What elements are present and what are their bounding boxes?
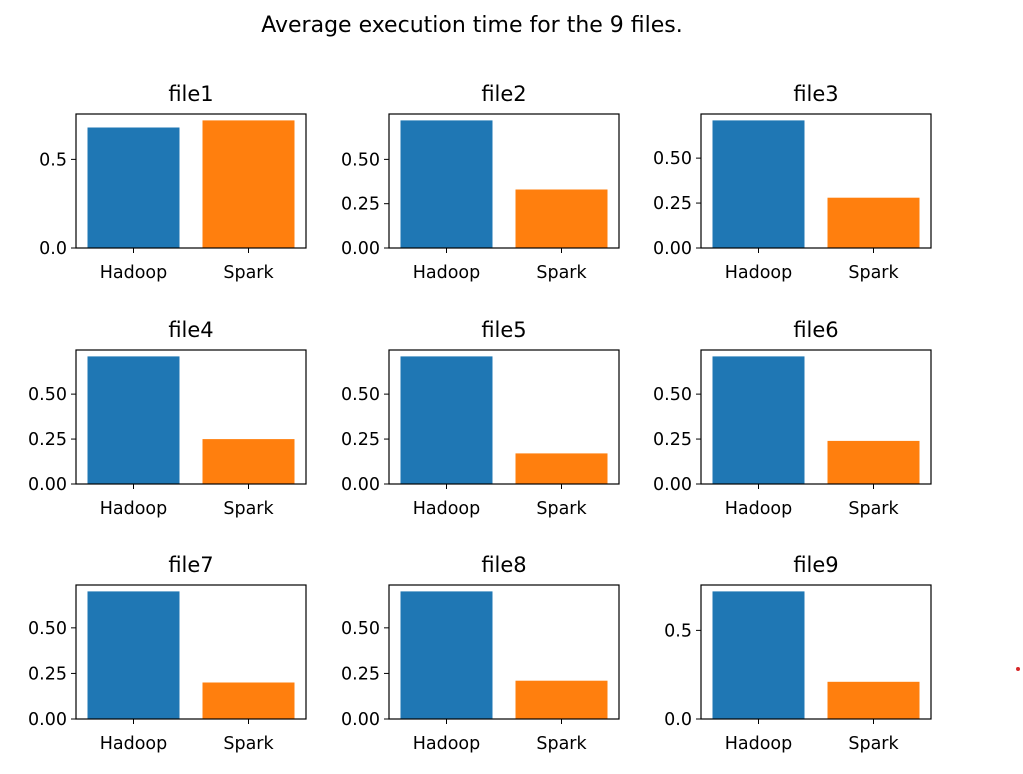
x-tick-label: Spark xyxy=(223,499,274,519)
y-tick-label: 0.5 xyxy=(664,621,692,641)
bar-spark xyxy=(515,453,608,484)
subplot-title: file1 xyxy=(168,82,213,106)
subplot-title: file7 xyxy=(168,553,213,577)
subplot-title: file4 xyxy=(168,318,213,342)
x-tick-label: Spark xyxy=(848,734,899,754)
bar-spark xyxy=(202,682,295,719)
axes-frame xyxy=(388,349,620,485)
subplot-file9: file9 0.0 0.5 Hadoop Spark xyxy=(664,553,932,754)
bar-hadoop xyxy=(87,127,180,248)
y-tick-label: 0.50 xyxy=(28,619,67,639)
bar-hadoop xyxy=(712,591,805,719)
y-tick-label: 0.50 xyxy=(28,385,67,405)
x-tick-label: Hadoop xyxy=(413,734,481,754)
y-tick-label: 0.00 xyxy=(653,239,692,259)
y-tick-label: 0.0 xyxy=(664,710,692,730)
x-tick-label: Hadoop xyxy=(725,263,793,283)
subplot-file5: file5 0.00 0.25 0.50 Hadoop Spark xyxy=(341,318,620,519)
axes-frame xyxy=(700,584,932,720)
x-tick-label: Hadoop xyxy=(100,263,168,283)
bar-hadoop xyxy=(400,120,493,248)
subplot-title: file5 xyxy=(481,318,526,342)
subplot-file4: file4 0.00 0.25 0.50 Hadoop Spark xyxy=(28,318,307,519)
x-tick-label: Spark xyxy=(223,734,274,754)
subplot-grid: file1 0.0 0.5 Hadoop Spark file2 0.00 0.25 0.50 H… xyxy=(28,82,932,754)
y-tick-label: 0.00 xyxy=(341,475,380,495)
stray-dot xyxy=(1016,667,1020,671)
x-tick-label: Spark xyxy=(536,734,587,754)
y-tick-label: 0.50 xyxy=(341,150,380,170)
subplot-title: file8 xyxy=(481,553,526,577)
y-tick-label: 0.50 xyxy=(341,619,380,639)
axes-frame xyxy=(700,113,932,249)
axes-frame xyxy=(388,584,620,720)
y-tick-label: 0.25 xyxy=(653,194,692,214)
y-tick-label: 0.25 xyxy=(341,195,380,215)
bar-spark xyxy=(827,681,920,719)
bar-hadoop xyxy=(87,591,180,719)
subplot-file7: file7 0.00 0.25 0.50 Hadoop Spark xyxy=(28,553,307,754)
bar-hadoop xyxy=(87,356,180,484)
subplot-title: file6 xyxy=(793,318,838,342)
y-tick-label: 0.50 xyxy=(653,149,692,169)
axes-frame xyxy=(75,584,307,720)
bar-hadoop xyxy=(712,120,805,248)
bar-spark xyxy=(827,197,920,248)
y-tick-label: 0.25 xyxy=(341,664,380,684)
y-tick-label: 0.00 xyxy=(28,710,67,730)
y-tick-label: 0.25 xyxy=(28,664,67,684)
x-tick-label: Hadoop xyxy=(413,499,481,519)
x-tick-label: Spark xyxy=(223,263,274,283)
bar-spark xyxy=(202,439,295,484)
bar-spark xyxy=(202,120,295,248)
y-tick-label: 0.5 xyxy=(39,150,67,170)
y-tick-label: 0.00 xyxy=(653,475,692,495)
x-tick-label: Spark xyxy=(848,263,899,283)
axes-frame xyxy=(75,349,307,485)
y-tick-label: 0.00 xyxy=(341,239,380,259)
x-tick-label: Hadoop xyxy=(100,734,168,754)
subplot-file1: file1 0.0 0.5 Hadoop Spark xyxy=(39,82,307,283)
x-tick-label: Hadoop xyxy=(100,499,168,519)
subplot-file3: file3 0.00 0.25 0.50 Hadoop Spark xyxy=(653,82,932,283)
x-tick-label: Hadoop xyxy=(725,499,793,519)
axes-frame xyxy=(388,113,620,249)
y-tick-label: 0.25 xyxy=(653,430,692,450)
subplot-title: file3 xyxy=(793,82,838,106)
bar-hadoop xyxy=(400,591,493,719)
x-tick-label: Hadoop xyxy=(725,734,793,754)
bar-spark xyxy=(827,440,920,484)
subplot-file6: file6 0.00 0.25 0.50 Hadoop Spark xyxy=(653,318,932,519)
subplot-title: file9 xyxy=(793,553,838,577)
bar-hadoop xyxy=(400,356,493,484)
figure-title: Average execution time for the 9 files. xyxy=(261,13,683,38)
x-tick-label: Hadoop xyxy=(413,263,481,283)
x-tick-label: Spark xyxy=(536,263,587,283)
y-tick-label: 0.25 xyxy=(28,430,67,450)
x-tick-label: Spark xyxy=(536,499,587,519)
bar-hadoop xyxy=(712,356,805,484)
y-tick-label: 0.00 xyxy=(28,475,67,495)
y-tick-label: 0.0 xyxy=(39,239,67,259)
y-tick-label: 0.50 xyxy=(653,385,692,405)
y-tick-label: 0.50 xyxy=(341,385,380,405)
axes-frame xyxy=(700,349,932,485)
x-tick-label: Spark xyxy=(848,499,899,519)
subplot-file2: file2 0.00 0.25 0.50 Hadoop Spark xyxy=(341,82,620,283)
y-tick-label: 0.25 xyxy=(341,430,380,450)
bar-spark xyxy=(515,189,608,248)
axes-frame xyxy=(75,113,307,249)
bar-spark xyxy=(515,680,608,719)
subplot-file8: file8 0.00 0.25 0.50 Hadoop Spark xyxy=(341,553,620,754)
y-tick-label: 0.00 xyxy=(341,710,380,730)
subplot-title: file2 xyxy=(481,82,526,106)
